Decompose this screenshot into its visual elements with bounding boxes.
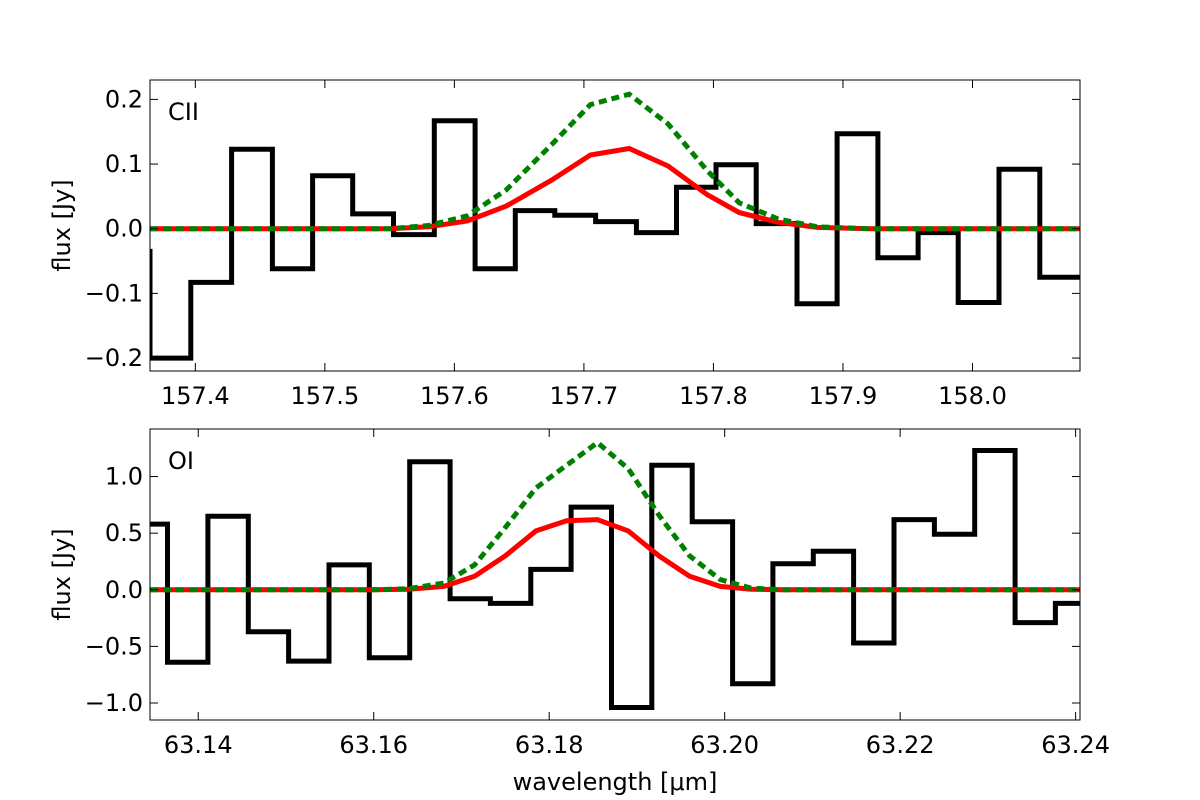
cii-x-tick-label: 157.7 bbox=[550, 382, 619, 410]
oi-y-tick-label: −1.0 bbox=[85, 689, 143, 717]
oi-series-model-dashed bbox=[150, 439, 1080, 593]
x-axis-label: wavelength [μm] bbox=[513, 768, 718, 796]
oi-x-tick-label: 63.20 bbox=[690, 731, 759, 759]
oi-x-tick-label: 63.24 bbox=[1041, 731, 1110, 759]
oi-series-data bbox=[150, 448, 1080, 710]
cii-y-tick-label: −0.1 bbox=[85, 279, 143, 307]
oi-y-tick-label: −0.5 bbox=[85, 632, 143, 660]
cii-y-tick-label: 0.2 bbox=[105, 85, 143, 113]
cii-x-tick-label: 158.0 bbox=[938, 382, 1007, 410]
cii-x-tick-label: 157.6 bbox=[420, 382, 489, 410]
oi-plot-area bbox=[150, 439, 1080, 710]
cii-y-tick-label: −0.2 bbox=[85, 344, 143, 372]
oi-panel-label: OI bbox=[168, 447, 194, 475]
cii-series-model-dashed bbox=[150, 91, 1080, 232]
cii-series-data bbox=[150, 118, 1080, 361]
oi-x-tick-label: 63.16 bbox=[339, 731, 408, 759]
cii-plot-area bbox=[150, 91, 1080, 361]
oi-y-axis-label: flux [Jy] bbox=[48, 528, 76, 620]
cii-x-tick-label: 157.8 bbox=[679, 382, 748, 410]
oi-y-tick-label: 0.0 bbox=[105, 576, 143, 604]
cii-y-tick-label: 0.0 bbox=[105, 215, 143, 243]
cii-series-model-solid bbox=[150, 145, 1080, 232]
oi-y-tick-label: 1.0 bbox=[105, 463, 143, 491]
cii-y-axis-label: flux [Jy] bbox=[48, 179, 76, 271]
panel-oi: 63.14 63.16 63.18 63.20 63.22 63.24 −1.0 −0.5 0.… bbox=[48, 428, 1110, 759]
cii-x-tick-label: 157.9 bbox=[809, 382, 878, 410]
oi-x-tick-label: 63.18 bbox=[515, 731, 584, 759]
oi-frame bbox=[149, 428, 1081, 721]
oi-x-tick-label: 63.22 bbox=[866, 731, 935, 759]
cii-panel-label: CII bbox=[168, 98, 199, 126]
oi-y-tick-label: 0.5 bbox=[105, 519, 143, 547]
cii-y-tick-label: 0.1 bbox=[105, 150, 143, 178]
cii-frame bbox=[149, 79, 1081, 372]
cii-x-tick-label: 157.4 bbox=[161, 382, 230, 410]
cii-x-tick-label: 157.5 bbox=[291, 382, 360, 410]
oi-series-model-solid bbox=[150, 517, 1080, 593]
panel-cii: 157.4 157.5 157.6 157.7 157.8 157.9 158.0 −0.2 −… bbox=[48, 79, 1081, 410]
oi-x-tick-label: 63.14 bbox=[164, 731, 233, 759]
